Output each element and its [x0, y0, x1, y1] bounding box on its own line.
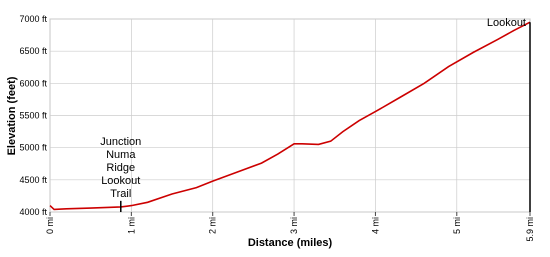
x-tick-label: 5 mi	[452, 217, 462, 234]
x-tick-label: 5.9 mi	[525, 217, 535, 242]
annotation-text: Numa	[106, 149, 136, 161]
y-tick-label: 4000 ft	[19, 207, 47, 217]
annotation-text: Trail	[110, 188, 131, 200]
x-tick-label: 0 mi	[45, 217, 55, 234]
y-tick-label: 6000 ft	[19, 78, 47, 88]
x-tick-label: 2 mi	[208, 217, 218, 234]
annotation-text: Lookout	[487, 17, 526, 29]
x-axis-label: Distance (miles)	[248, 237, 333, 249]
annotation-text: Ridge	[106, 162, 135, 174]
y-tick-label: 5000 ft	[19, 143, 47, 153]
y-axis-label: Elevation (feet)	[6, 76, 18, 155]
x-tick-label: 1 mi	[126, 217, 136, 234]
annotation-text: Junction	[100, 136, 141, 148]
y-tick-label: 4500 ft	[19, 175, 47, 185]
x-tick-label: 4 mi	[370, 217, 380, 234]
y-tick-label: 7000 ft	[19, 14, 47, 24]
annotation-text: Lookout	[101, 175, 140, 187]
elevation-line	[49, 21, 531, 211]
x-tick-label: 3 mi	[289, 217, 299, 234]
y-tick-label: 6500 ft	[19, 46, 47, 56]
y-tick-label: 5500 ft	[19, 111, 47, 121]
